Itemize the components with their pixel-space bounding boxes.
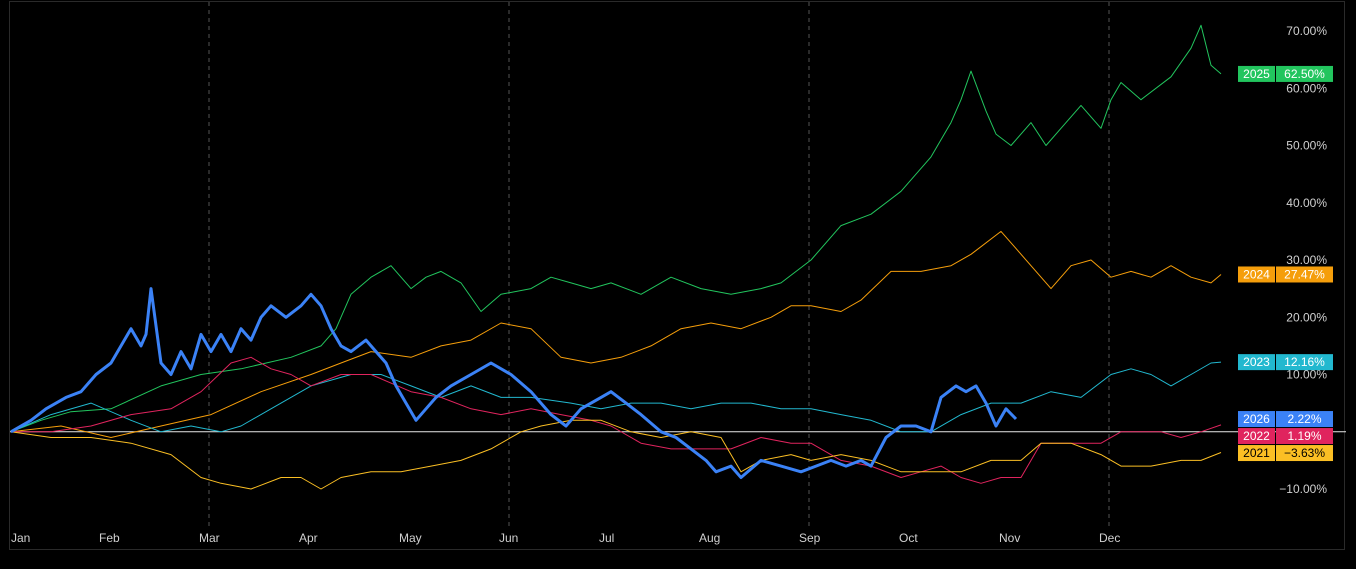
x-axis-labels: Jan Feb Mar Apr May Jun Jul Aug Sep Oct Nov Dec: [11, 531, 1120, 545]
badge-value-label: 62.50%: [1284, 67, 1325, 81]
legend-badge-2023: 2023 12.16%: [1238, 354, 1333, 371]
badge-value-label: 12.16%: [1284, 355, 1325, 369]
badge-year-label: 2022: [1243, 429, 1270, 443]
y-tick-label: 10.00%: [1286, 368, 1327, 382]
x-tick-label-may: May: [399, 531, 422, 545]
badge-year-bg: [1238, 266, 1275, 283]
badge-value-label: 2.22%: [1287, 412, 1321, 426]
x-tick-label-apr: Apr: [299, 531, 318, 545]
series-line-2021: [10, 419, 1222, 490]
x-tick-label-oct: Oct: [899, 531, 918, 545]
badge-value-label: 27.47%: [1284, 267, 1325, 281]
legend-badge-2026: 2026 2.22%: [1238, 411, 1333, 428]
badge-year-label: 2025: [1243, 67, 1270, 81]
legend-badge-2021: 2021 −3.63%: [1238, 445, 1333, 462]
x-tick-label-feb: Feb: [99, 531, 120, 545]
badge-year-label: 2024: [1243, 267, 1270, 281]
chart-frame: 70.00% 60.00% 50.00% 40.00% 30.00% 20.00% 10.0…: [9, 1, 1346, 550]
y-tick-label: 60.00%: [1286, 81, 1327, 95]
badge-value-bg: [1276, 65, 1333, 82]
series-line-2024: [10, 230, 1222, 438]
y-tick-label: 20.00%: [1286, 310, 1327, 324]
badge-year-bg: [1238, 428, 1275, 445]
y-tick-label: −10.00%: [1279, 482, 1327, 496]
badge-value-label: −3.63%: [1284, 446, 1325, 460]
series-line-2026: [10, 287, 1018, 479]
vertical-gridlines: [208, 2, 1110, 527]
y-tick-label: 70.00%: [1286, 24, 1327, 38]
badge-year-label: 2021: [1243, 446, 1270, 460]
x-tick-label-jan: Jan: [11, 531, 30, 545]
series-lines: [10, 24, 1222, 490]
x-tick-label-aug: Aug: [699, 531, 720, 545]
x-tick-label-jul: Jul: [599, 531, 614, 545]
badge-value-bg: [1276, 445, 1333, 462]
badge-year-bg: [1238, 354, 1275, 371]
legend-badges: 2025 62.50%2024 27.47%2023 12.16%2026 2.22%2…: [1238, 65, 1333, 462]
x-tick-label-nov: Nov: [999, 531, 1020, 545]
y-tick-label: 50.00%: [1286, 139, 1327, 153]
series-line-2022: [11, 356, 1222, 484]
series-line-2025: [10, 24, 1222, 433]
x-tick-label-mar: Mar: [199, 531, 220, 545]
x-tick-label-sep: Sep: [799, 531, 821, 545]
y-axis-labels: 70.00% 60.00% 50.00% 40.00% 30.00% 20.00% 10.0…: [1279, 24, 1327, 496]
y-tick-label: 40.00%: [1286, 196, 1327, 210]
badge-year-label: 2026: [1243, 412, 1270, 426]
badge-value-bg: [1276, 411, 1333, 428]
badge-value-label: 1.19%: [1287, 429, 1321, 443]
series-line-2023: [10, 361, 1222, 433]
x-tick-label-jun: Jun: [499, 531, 518, 545]
badge-year-bg: [1238, 445, 1275, 462]
legend-badge-2025: 2025 62.50%: [1238, 65, 1333, 82]
legend-badge-2022: 2022 1.19%: [1238, 428, 1333, 445]
badge-year-bg: [1238, 65, 1275, 82]
badge-value-bg: [1276, 266, 1333, 283]
badge-year-label: 2023: [1243, 355, 1270, 369]
legend-badge-2024: 2024 27.47%: [1238, 266, 1333, 283]
x-tick-label-dec: Dec: [1099, 531, 1120, 545]
line-chart: 70.00% 60.00% 50.00% 40.00% 30.00% 20.00% 10.0…: [10, 2, 1346, 545]
y-tick-label: 30.00%: [1286, 253, 1327, 267]
badge-year-bg: [1238, 411, 1275, 428]
badge-value-bg: [1276, 354, 1333, 371]
badge-value-bg: [1276, 428, 1333, 445]
